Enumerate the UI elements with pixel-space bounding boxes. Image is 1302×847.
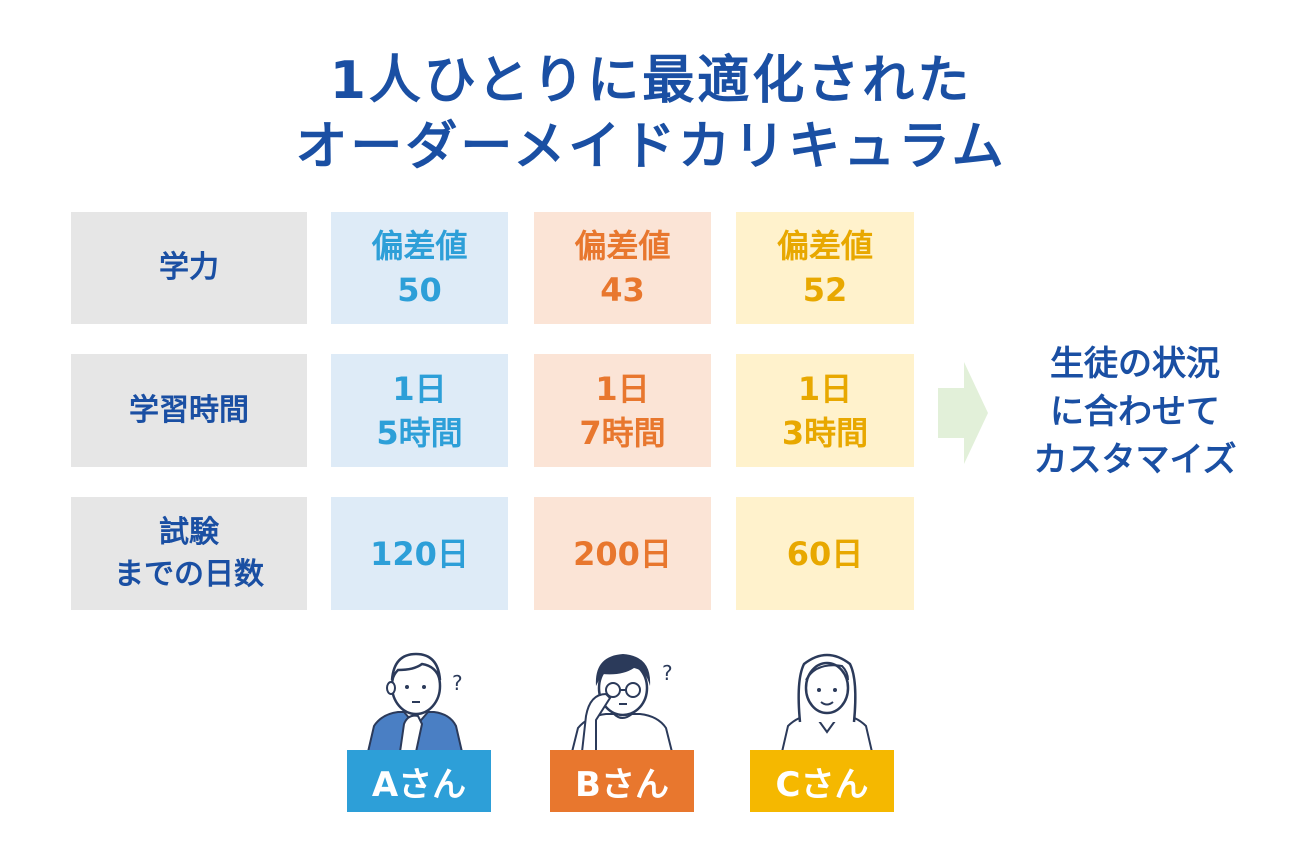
student-a-badge: Aさん	[347, 750, 491, 812]
student-c-badge: Cさん	[750, 750, 894, 812]
student-b-badge: Bさん	[550, 750, 694, 812]
cell-a-days: 120日	[331, 497, 508, 610]
cell-c-days: 60日	[736, 497, 914, 610]
cell-a-study-time: 1日 5時間	[331, 354, 508, 467]
cell-line: 3時間	[781, 413, 869, 452]
student-a-illustration: ?	[366, 652, 464, 752]
row-label-text: 学力	[159, 250, 219, 285]
caption-line: カスタマイズ	[1033, 440, 1237, 480]
cell-line: 5時間	[376, 413, 463, 452]
cell-line: 1日	[595, 369, 650, 408]
cell-b-days: 200日	[534, 497, 711, 610]
cell-line: 52	[802, 271, 848, 309]
cell-line: 偏差値	[776, 227, 873, 265]
cell-line: 偏差値	[574, 227, 671, 265]
svg-text:?: ?	[662, 661, 673, 685]
title-line-2: オーダーメイドカリキュラム	[295, 117, 1007, 177]
student-b-illustration: ?	[570, 654, 674, 752]
cell-c-study-time: 1日 3時間	[736, 354, 914, 467]
cell-line: 120日	[370, 534, 469, 573]
student-b-name: Bさん	[575, 764, 669, 805]
cell-line: 43	[600, 271, 645, 309]
student-c-name: Cさん	[775, 764, 869, 805]
cell-line: 60日	[786, 534, 864, 573]
cell-line: 偏差値	[371, 227, 468, 265]
student-a-name: Aさん	[371, 764, 467, 805]
row-label-text: 学習時間	[129, 392, 249, 428]
cell-line: 1日	[392, 369, 447, 408]
page-title: 1人ひとりに最適化された オーダーメイドカリキュラム	[0, 48, 1302, 180]
caption-line: に合わせて	[1050, 392, 1220, 432]
cell-b-study-time: 1日 7時間	[534, 354, 711, 467]
svg-text:?: ?	[452, 671, 463, 695]
cell-c-academic: 偏差値 52	[736, 212, 914, 324]
cell-b-academic: 偏差値 43	[534, 212, 711, 324]
caption-line: 生徒の状況	[1050, 344, 1220, 384]
cell-line: 1日	[797, 369, 853, 408]
customize-caption: 生徒の状況 に合わせて カスタマイズ	[990, 340, 1280, 484]
row-label-text: までの日数	[114, 556, 264, 592]
cell-line: 50	[397, 271, 442, 309]
cell-a-academic: 偏差値 50	[331, 212, 508, 324]
row-label-academic-ability: 学力	[71, 212, 307, 324]
row-label-text: 試験	[159, 514, 219, 550]
student-c-illustration	[780, 653, 874, 752]
row-label-days-until-exam: 試験 までの日数	[71, 497, 307, 610]
right-arrow-icon	[938, 362, 988, 464]
title-line-1: 1人ひとりに最適化された	[329, 51, 973, 111]
cell-line: 200日	[573, 534, 672, 573]
row-label-study-time: 学習時間	[71, 354, 307, 467]
cell-line: 7時間	[579, 413, 666, 452]
